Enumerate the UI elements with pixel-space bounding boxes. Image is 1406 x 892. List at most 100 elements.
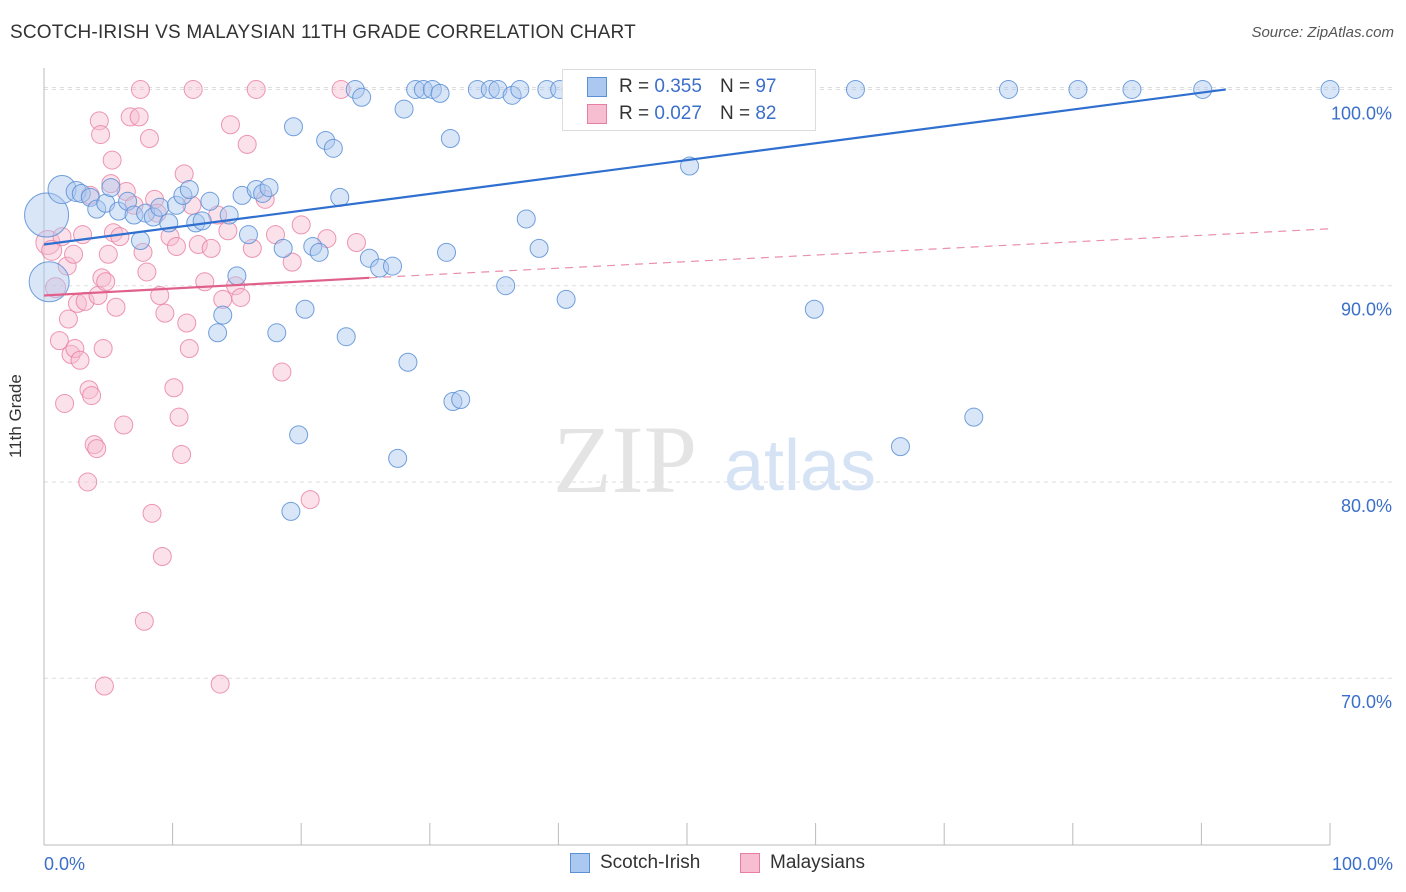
malaysians-point [150, 286, 170, 305]
malaysians-point [89, 111, 109, 131]
malaysians-point [102, 150, 122, 170]
scotch-irish-point [1122, 79, 1142, 99]
scotch-irish-point [267, 323, 287, 343]
scotch-irish-point [451, 390, 471, 410]
malaysians-point [155, 303, 175, 323]
scotch-irish-point [259, 178, 279, 198]
x-tick-label: 100.0% [1332, 854, 1393, 874]
scotch-irish-point [359, 248, 379, 268]
tick-labels: 70.0% 80.0% 90.0% 100.0% 0.0% 100.0% [44, 103, 1393, 874]
scotch-irish-point [87, 199, 107, 219]
scotch-irish-point [192, 211, 212, 231]
malaysians-point [61, 344, 81, 364]
scotch-irish-point [101, 178, 121, 198]
scotch-irish-point [179, 180, 199, 200]
legend-swatch-pink [740, 853, 760, 873]
malaysians-point [93, 338, 113, 358]
malaysians-points [35, 79, 366, 696]
scotch-irish-point [289, 425, 309, 445]
malaysians-point [231, 287, 251, 307]
malaysians-point [246, 79, 266, 99]
malaysians-point [55, 393, 75, 413]
malaysians-point [64, 244, 84, 264]
malaysians-trend-line [43, 276, 370, 297]
malaysians-point [57, 256, 77, 276]
scotch-irish-point [845, 79, 865, 99]
scotch-irish-points [24, 79, 1340, 521]
scotch-irish-point [398, 352, 418, 372]
scotch-irish-point [502, 85, 522, 105]
malaysians-point [346, 233, 366, 253]
scotch-irish-point [480, 79, 500, 99]
scotch-irish-point [516, 209, 536, 229]
x-tick-label: 0.0% [44, 854, 85, 874]
malaysians-point [237, 134, 257, 154]
legend-n-value: 97 [755, 76, 777, 97]
legend-swatch-blue [587, 77, 607, 97]
scotch-irish-point [330, 187, 350, 207]
scotch-irish-point [488, 79, 508, 99]
scotch-irish-point [232, 185, 252, 205]
malaysians-point [106, 297, 126, 317]
scotch-irish-point [24, 192, 70, 238]
legend-label: Scotch-Irish [600, 852, 701, 873]
scotch-irish-point [394, 99, 414, 119]
malaysians-point [137, 262, 157, 282]
malaysians-point [91, 125, 111, 145]
scotch-irish-point [208, 323, 228, 343]
malaysians-point [98, 244, 118, 264]
scotch-irish-point [510, 79, 530, 99]
malaysians-point [139, 129, 159, 148]
malaysians-point [188, 234, 208, 254]
malaysians-point [201, 238, 221, 258]
legend-item-malaysians[interactable]: Malaysians [740, 852, 865, 874]
scotch-irish-point [283, 117, 303, 137]
malaysians-point [164, 378, 184, 398]
malaysians-point [291, 215, 311, 235]
malaysians-point [134, 611, 154, 631]
malaysians-point [45, 277, 67, 299]
legend-n-label: N = [719, 103, 751, 124]
scotch-irish-point [556, 289, 576, 309]
malaysians-point [110, 227, 130, 247]
scotch-irish-point [383, 256, 403, 276]
malaysians-point [96, 272, 116, 292]
scotch-irish-point [316, 130, 336, 150]
axes [43, 68, 1331, 846]
malaysians-point [169, 407, 189, 427]
y-tick-label: 90.0% [1341, 300, 1392, 320]
y-tick-label: 80.0% [1341, 496, 1392, 516]
malaysians-point [92, 268, 112, 288]
malaysians-point [129, 107, 149, 127]
legend-n-value: 82 [755, 103, 777, 124]
gridlines [44, 86, 1392, 679]
scotch-irish-point [804, 299, 824, 319]
trend-lines [43, 88, 1331, 297]
correlation-legend: R = 0.355 N = 97 R = 0.027 N = 82 [562, 69, 816, 131]
scotch-irish-point [1320, 79, 1340, 99]
malaysians-point [114, 415, 134, 435]
malaysians-point [142, 503, 162, 523]
malaysians-point [82, 386, 102, 406]
scotch-irish-point [336, 327, 356, 347]
scotch-irish-point [443, 391, 463, 411]
malaysians-point [70, 350, 90, 370]
y-tick-label: 70.0% [1341, 692, 1392, 712]
scotch-irish-trend-line [43, 88, 1226, 246]
scotch-irish-point [281, 501, 301, 521]
legend-label: Malaysians [770, 852, 866, 873]
legend-r-value: 0.027 [654, 103, 702, 124]
scotch-irish-point [309, 242, 329, 262]
scotch-irish-point [227, 266, 247, 286]
legend-swatch-pink [587, 104, 607, 124]
malaysians-point [78, 472, 98, 492]
malaysians-point [94, 676, 114, 696]
legend-n-label: N = [719, 76, 751, 97]
legend-item-scotch-irish[interactable]: Scotch-Irish [570, 852, 700, 874]
scotch-irish-point [71, 183, 91, 203]
malaysians-point [65, 338, 85, 358]
malaysians-point [210, 674, 230, 694]
malaysians-point [101, 174, 121, 194]
scotch-irish-point [130, 231, 150, 251]
